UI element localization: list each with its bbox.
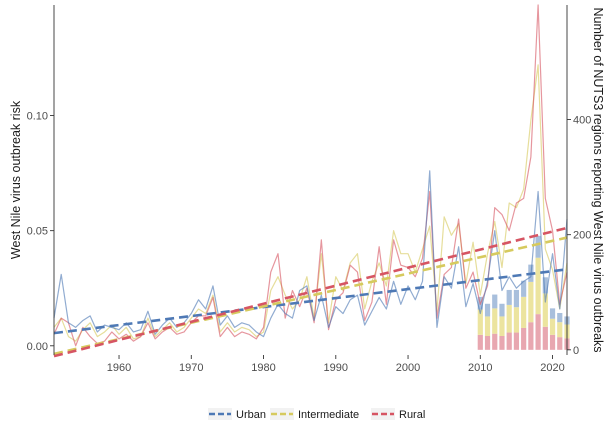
trend-line-rural — [53, 226, 568, 358]
y2-tick-label: 400 — [573, 115, 591, 127]
bar-intermediate-2011 — [484, 316, 491, 336]
y2-tick-label: 0 — [573, 345, 579, 357]
bar-urban-2016 — [521, 280, 527, 297]
trend-layer — [53, 226, 568, 358]
bar-rural-2014 — [506, 332, 512, 350]
x-tick-label: 2020 — [540, 362, 564, 374]
legend-label-urban: Urban — [236, 409, 266, 421]
bar-rural-2016 — [521, 327, 527, 350]
bar-urban-2014 — [506, 289, 512, 305]
bar-rural-2021 — [557, 337, 563, 350]
bar-urban-2020 — [549, 308, 556, 319]
y-tick-label: 0.10 — [27, 111, 48, 123]
trend-line-urban — [53, 268, 568, 335]
bar-rural-2011 — [484, 336, 491, 350]
bar-rural-2020 — [549, 334, 556, 350]
bar-intermediate-2020 — [549, 318, 556, 335]
bar-rural-2019 — [542, 326, 548, 350]
x-tick-label: 1990 — [324, 362, 348, 374]
x-tick-label: 2010 — [468, 362, 492, 374]
bar-urban-2015 — [513, 289, 520, 308]
bar-urban-2012 — [492, 294, 498, 309]
legend: Urban Intermediate Rural — [208, 408, 425, 421]
y-tick-label: 0.00 — [27, 341, 48, 353]
bar-rural-2013 — [499, 336, 505, 350]
ticks-layer: 1960 1970 1980 1990 2000 2010 20200.000.050.10… — [27, 111, 592, 374]
y-axis-title: West Nile virus outbreak risk — [9, 100, 23, 259]
bar-rural-2010 — [477, 334, 483, 350]
legend-label-intermediate: Intermediate — [298, 409, 359, 421]
bar-rural-2012 — [492, 333, 498, 350]
y2-axis-title: Number of NUTS3 regions reporting West N… — [591, 7, 605, 352]
x-tick-label: 1980 — [251, 362, 275, 374]
y-tick-label: 0.05 — [27, 226, 48, 238]
bar-rural-2018 — [535, 314, 541, 350]
y2-tick-label: 200 — [573, 230, 591, 242]
series-line-urban — [53, 170, 568, 338]
x-tick-label: 2000 — [396, 362, 420, 374]
bar-intermediate-2015 — [513, 307, 520, 333]
bar-rural-2015 — [513, 332, 520, 350]
series-line-intermediate — [53, 64, 568, 342]
x-tick-label: 1960 — [107, 362, 131, 374]
bar-intermediate-2012 — [492, 308, 498, 334]
bar-intermediate-2017 — [528, 281, 534, 323]
bar-intermediate-2016 — [521, 296, 527, 328]
bar-intermediate-2018 — [535, 257, 541, 315]
bar-intermediate-2019 — [542, 293, 548, 327]
bar-urban-2013 — [499, 303, 505, 317]
bar-urban-2018 — [535, 235, 541, 258]
bar-intermediate-2014 — [506, 304, 512, 333]
legend-label-rural: Rural — [399, 409, 425, 421]
bar-intermediate-2021 — [557, 322, 563, 338]
bar-rural-2017 — [528, 322, 534, 350]
bar-urban-2021 — [557, 312, 563, 323]
bar-urban-2019 — [542, 277, 548, 294]
bar-intermediate-2013 — [499, 316, 505, 336]
bar-intermediate-2010 — [477, 309, 483, 335]
bar-urban-2011 — [484, 303, 491, 317]
lines-layer — [53, 4, 568, 347]
x-tick-label: 1970 — [179, 362, 203, 374]
